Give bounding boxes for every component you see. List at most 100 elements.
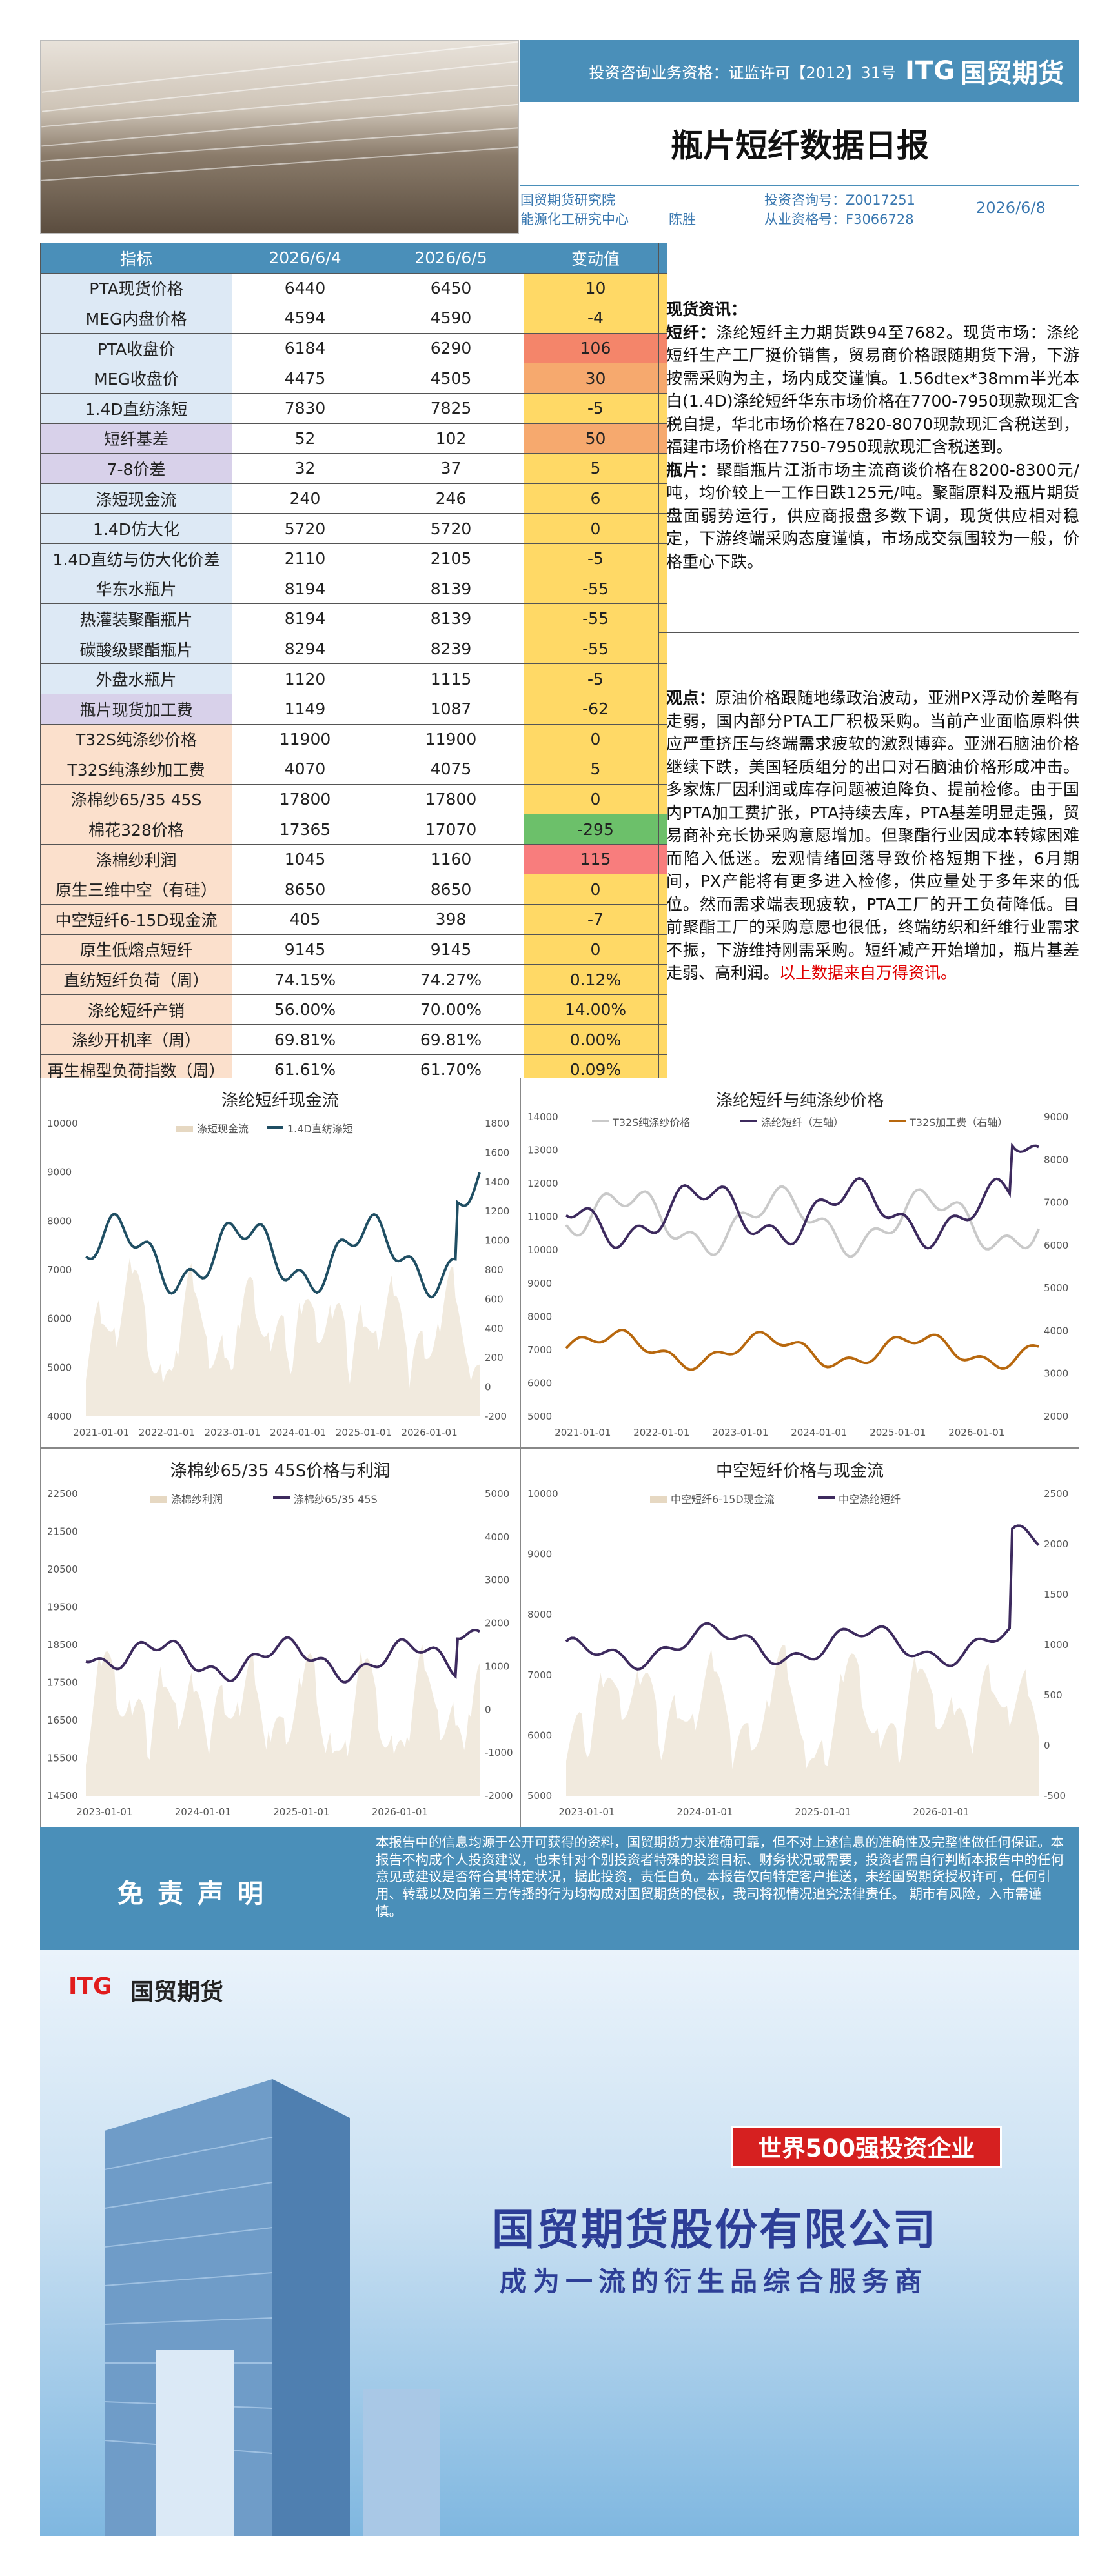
row-change: -7 <box>524 904 667 935</box>
license-text: 投资咨询业务资格：证监许可【2012】31号 <box>589 63 896 82</box>
y-tick-right: -2000 <box>485 1790 513 1802</box>
y-tick-right: 4000 <box>485 1531 509 1543</box>
disclaimer-text: 本报告中的信息均源于公开可获得的资料，国贸期货力求准确可靠，但不对上述信息的准确… <box>376 1835 1064 1919</box>
x-tick: 2023-01-01 <box>712 1427 768 1438</box>
y-tick-left: 9000 <box>527 1278 552 1289</box>
y-tick-left: 5000 <box>47 1362 72 1373</box>
row-change: -55 <box>524 573 667 605</box>
legend-label: 1.4D直纺涤短 <box>287 1123 353 1135</box>
legend-swatch <box>818 1496 835 1499</box>
x-tick: 2025-01-01 <box>336 1427 392 1438</box>
y-tick-left: 8000 <box>527 1609 552 1620</box>
table-header-row: 指标 2026/6/4 2026/6/5 变动值 <box>40 243 667 274</box>
chart-hollow-svg: 1000090008000700060005000250020001500100… <box>527 1488 1068 1818</box>
y-tick-left: 11000 <box>527 1211 558 1223</box>
y-tick-right: 9000 <box>1044 1111 1068 1123</box>
y-tick-left: 7000 <box>527 1344 552 1356</box>
header-band: 投资咨询业务资格：证监许可【2012】31号 ITG 国贸期货 <box>520 40 1079 102</box>
legend-swatch <box>176 1126 193 1132</box>
y-tick-right: -200 <box>485 1411 507 1422</box>
spot-news: 现货资讯： 短纤：涤纶短纤主力期货跌94至7682。现货市场：涤纶短纤生产工厂挺… <box>666 298 1079 573</box>
row-value-curr: 70.00% <box>378 994 524 1025</box>
row-label: 短纤基差 <box>40 423 232 454</box>
y-tick-right: 400 <box>485 1323 504 1334</box>
row-change: 0 <box>524 783 667 815</box>
legend-label: 涤棉纱利润 <box>171 1493 223 1505</box>
row-value-prev: 52 <box>232 423 378 454</box>
row-value-curr: 1087 <box>378 693 524 725</box>
y-tick-left: 5000 <box>527 1411 552 1422</box>
table-row: 华东水瓶片 8194 8139 -55 <box>40 573 667 605</box>
area-series <box>86 1257 480 1416</box>
table-row: MEG内盘价格 4594 4590 -4 <box>40 303 667 334</box>
building-illustration <box>104 2079 440 2536</box>
panel-divider <box>658 632 1079 633</box>
row-value-prev: 17800 <box>232 783 378 815</box>
spot-p1-lead: 短纤： <box>666 323 717 342</box>
row-label: 1.4D直纺与仿大化价差 <box>40 543 232 574</box>
row-value-curr: 102 <box>378 423 524 454</box>
line-series <box>565 1328 1039 1371</box>
table-row: 热灌装聚酯瓶片 8194 8139 -55 <box>40 603 667 634</box>
table-row: 1.4D直纺与仿大化价差 2110 2105 -5 <box>40 543 667 574</box>
y-tick-left: 5000 <box>527 1790 552 1802</box>
x-tick: 2025-01-01 <box>795 1806 851 1818</box>
y-tick-left: 9000 <box>527 1549 552 1560</box>
row-value-curr: 246 <box>378 483 524 514</box>
x-tick: 2024-01-01 <box>175 1806 231 1818</box>
row-value-prev: 74.15% <box>232 964 378 995</box>
y-tick-right: 600 <box>485 1293 504 1305</box>
x-tick: 2024-01-01 <box>791 1427 847 1438</box>
y-tick-left: 8000 <box>527 1311 552 1322</box>
row-value-prev: 9145 <box>232 934 378 965</box>
x-tick: 2023-01-01 <box>76 1806 132 1818</box>
x-tick: 2026-01-01 <box>913 1806 969 1818</box>
report-title: 瓶片短纤数据日报 <box>520 102 1079 186</box>
legend-label: 涤纶短纤（左轴） <box>761 1116 844 1129</box>
row-value-prev: 1045 <box>232 843 378 875</box>
row-value-prev: 5720 <box>232 513 378 544</box>
y-tick-left: 4000 <box>47 1411 72 1422</box>
y-tick-right: -1000 <box>485 1747 513 1758</box>
y-tick-left: 7000 <box>527 1669 552 1681</box>
spot-p1: 涤纶短纤主力期货跌94至7682。现货市场：涤纶短纤生产工厂挺价销售，贸易商价格… <box>666 323 1079 457</box>
legend-label: T32S加工费（右轴） <box>909 1116 1008 1129</box>
company-logo-text: 国贸期货 <box>961 59 1064 88</box>
row-label: 1.4D直纺涤短 <box>40 392 232 424</box>
y-tick-left: 14500 <box>47 1790 78 1802</box>
row-value-curr: 8139 <box>378 573 524 605</box>
y-tick-left: 19500 <box>47 1602 78 1613</box>
legend-swatch <box>592 1120 609 1122</box>
department: 能源化工研究中心 <box>520 212 629 227</box>
spot-heading: 现货资讯： <box>666 300 748 319</box>
y-tick-right: 5000 <box>485 1488 509 1500</box>
row-value-prev: 4070 <box>232 754 378 785</box>
table-row: 原生低熔点短纤 9145 9145 0 <box>40 934 667 965</box>
row-value-curr: 4505 <box>378 363 524 394</box>
row-value-prev: 11900 <box>232 723 378 755</box>
banner-itg-logo: ITG <box>68 1973 112 2000</box>
y-tick-right: 1400 <box>485 1176 509 1188</box>
row-change: -55 <box>524 633 667 665</box>
legend-swatch <box>150 1496 167 1503</box>
table-header: 2026/6/4 <box>232 243 378 274</box>
line-series <box>85 1628 480 1684</box>
area-series <box>86 1644 480 1796</box>
x-tick: 2026-01-01 <box>372 1806 428 1818</box>
y-tick-right: 1000 <box>485 1235 509 1247</box>
y-tick-right: 7000 <box>1044 1197 1068 1209</box>
row-value-curr: 4075 <box>378 754 524 785</box>
row-value-curr: 74.27% <box>378 964 524 995</box>
table-row: 涤纶短纤产销 56.00% 70.00% 14.00% <box>40 994 667 1025</box>
row-label: 华东水瓶片 <box>40 573 232 605</box>
y-tick-left: 17500 <box>47 1677 78 1689</box>
row-value-prev: 4594 <box>232 303 378 334</box>
legend-label: 涤棉纱65/35 45S <box>294 1493 378 1505</box>
row-label: MEG内盘价格 <box>40 303 232 334</box>
y-tick-left: 10000 <box>527 1244 558 1256</box>
line-series <box>565 1142 1039 1250</box>
row-value-curr: 17800 <box>378 783 524 815</box>
y-tick-left: 8000 <box>47 1215 72 1227</box>
chart-title: 涤棉纱65/35 45S价格与利润 <box>170 1462 391 1481</box>
row-change: 5 <box>524 453 667 484</box>
